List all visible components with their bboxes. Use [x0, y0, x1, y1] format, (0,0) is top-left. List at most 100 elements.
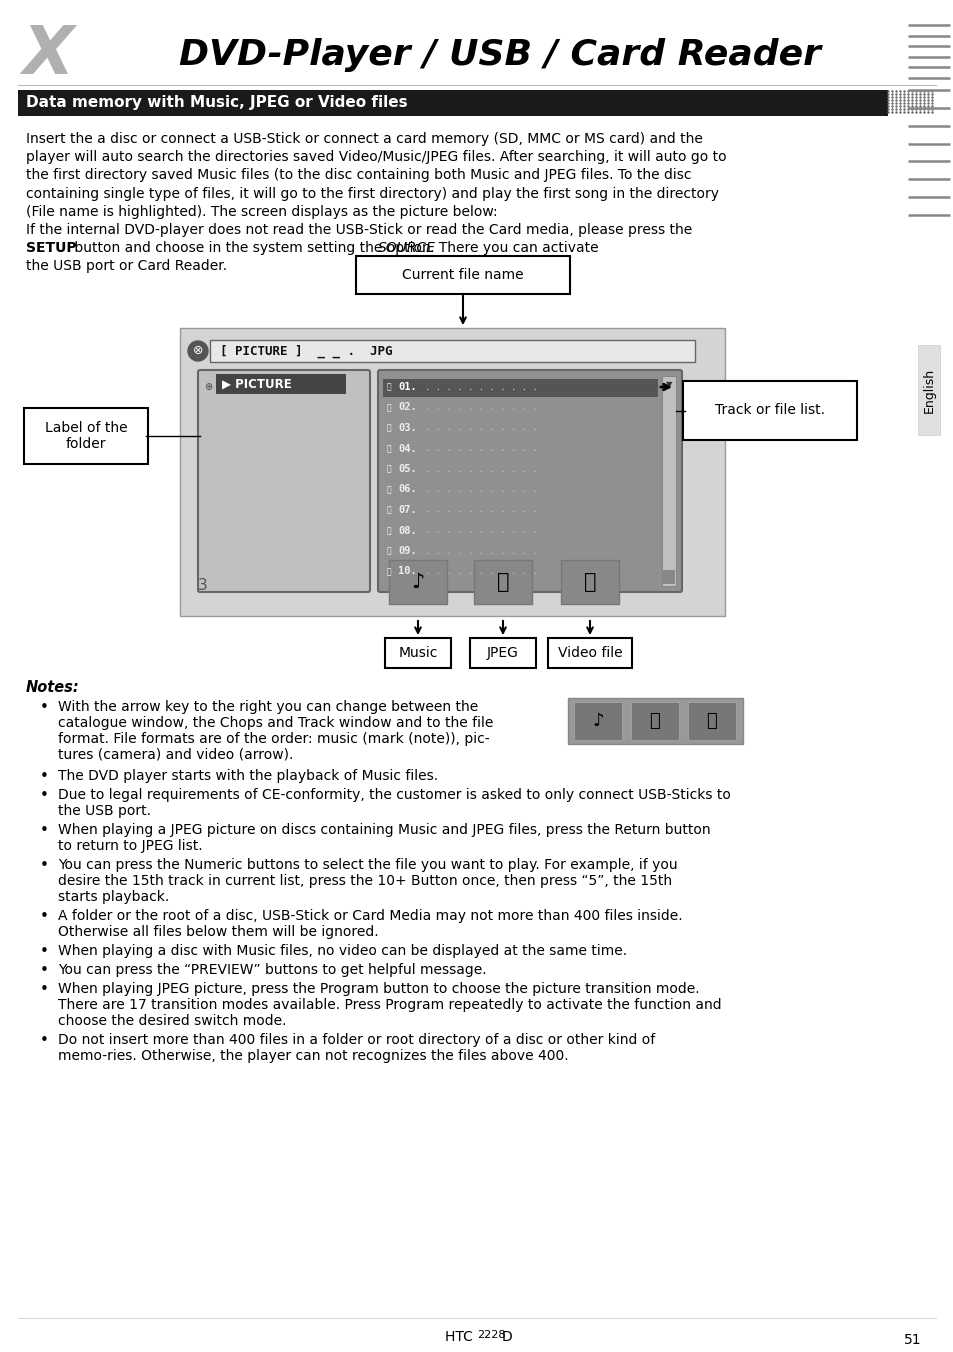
- FancyBboxPatch shape: [574, 702, 621, 740]
- Text: . . . . . . . . . . .: . . . . . . . . . . .: [424, 566, 537, 576]
- Text: When playing a disc with Music files, no video can be displayed at the same time: When playing a disc with Music files, no…: [58, 944, 626, 959]
- FancyBboxPatch shape: [180, 329, 724, 617]
- Text: 🔒: 🔒: [387, 383, 392, 392]
- Text: Music: Music: [398, 646, 437, 660]
- Text: 01.: 01.: [397, 383, 416, 392]
- Text: 51: 51: [903, 1333, 921, 1347]
- Text: SOURCE: SOURCE: [377, 241, 436, 256]
- FancyBboxPatch shape: [210, 339, 695, 362]
- FancyBboxPatch shape: [377, 370, 681, 592]
- Text: English: English: [922, 368, 935, 412]
- Text: •: •: [40, 1033, 49, 1048]
- Text: . . . . . . . . . . .: . . . . . . . . . . .: [424, 485, 537, 493]
- Text: button and choose in the system setting the option: button and choose in the system setting …: [70, 241, 435, 256]
- Text: 🔒: 🔒: [387, 403, 392, 412]
- Text: desire the 15th track in current list, press the 10+ Button once, then press “5”: desire the 15th track in current list, p…: [58, 873, 672, 888]
- Text: choose the desired switch mode.: choose the desired switch mode.: [58, 1014, 286, 1028]
- Text: 08.: 08.: [397, 526, 416, 535]
- Text: The DVD player starts with the playback of Music files.: The DVD player starts with the playback …: [58, 769, 437, 783]
- Circle shape: [188, 341, 208, 361]
- FancyBboxPatch shape: [382, 379, 658, 397]
- Text: 2228: 2228: [476, 1330, 505, 1340]
- FancyBboxPatch shape: [18, 91, 887, 116]
- FancyBboxPatch shape: [215, 375, 346, 393]
- Text: 🔒: 🔒: [387, 566, 392, 576]
- Text: 🔒: 🔒: [387, 465, 392, 473]
- Text: 📷: 📷: [649, 713, 659, 730]
- Text: 🔒: 🔒: [387, 423, 392, 433]
- Text: ⊗: ⊗: [193, 345, 203, 357]
- Text: •: •: [40, 909, 49, 923]
- Text: DVD-Player / USB / Card Reader: DVD-Player / USB / Card Reader: [179, 38, 821, 72]
- Text: ♪: ♪: [592, 713, 603, 730]
- FancyBboxPatch shape: [198, 370, 370, 592]
- Text: memo-ries. Otherwise, the player can not recognizes the files above 400.: memo-ries. Otherwise, the player can not…: [58, 1049, 568, 1063]
- Text: 10.: 10.: [397, 566, 416, 576]
- Text: •: •: [40, 859, 49, 873]
- Text: . . . . . . . . . . .: . . . . . . . . . . .: [424, 465, 537, 473]
- Text: •: •: [40, 823, 49, 838]
- Text: X: X: [22, 22, 73, 88]
- Text: When playing a JPEG picture on discs containing Music and JPEG files, press the : When playing a JPEG picture on discs con…: [58, 823, 710, 837]
- Text: 03.: 03.: [397, 423, 416, 433]
- Text: . . . . . . . . . . .: . . . . . . . . . . .: [424, 443, 537, 453]
- Text: ▶ PICTURE: ▶ PICTURE: [222, 377, 292, 391]
- Text: . There you can activate: . There you can activate: [430, 241, 598, 256]
- Text: You can press the “PREVIEW” buttons to get helpful message.: You can press the “PREVIEW” buttons to g…: [58, 963, 486, 977]
- Text: Due to legal requirements of CE-conformity, the customer is asked to only connec: Due to legal requirements of CE-conformi…: [58, 788, 730, 802]
- Text: 06.: 06.: [397, 484, 416, 495]
- Text: 02.: 02.: [397, 403, 416, 412]
- Text: 09.: 09.: [397, 546, 416, 556]
- Text: •: •: [40, 700, 49, 715]
- Text: If the internal DVD-player does not read the USB-Stick or read the Card media, p: If the internal DVD-player does not read…: [26, 223, 692, 237]
- Text: Notes:: Notes:: [26, 680, 80, 695]
- Text: Otherwise all files below them will be ignored.: Otherwise all files below them will be i…: [58, 925, 378, 940]
- FancyBboxPatch shape: [470, 638, 536, 668]
- Text: •: •: [40, 769, 49, 784]
- Text: 🔒: 🔒: [387, 526, 392, 535]
- Text: Video file: Video file: [558, 646, 621, 660]
- FancyBboxPatch shape: [385, 638, 451, 668]
- Text: 🔒: 🔒: [387, 546, 392, 556]
- Text: player will auto search the directories saved Video/Music/JPEG files. After sear: player will auto search the directories …: [26, 150, 726, 164]
- Text: . . . . . . . . . . .: . . . . . . . . . . .: [424, 403, 537, 412]
- Text: (File name is highlighted). The screen displays as the picture below:: (File name is highlighted). The screen d…: [26, 204, 497, 219]
- Text: the USB port.: the USB port.: [58, 804, 151, 818]
- Text: catalogue window, the Chops and Track window and to the file: catalogue window, the Chops and Track wi…: [58, 717, 493, 730]
- FancyBboxPatch shape: [630, 702, 679, 740]
- FancyBboxPatch shape: [389, 560, 447, 604]
- Text: 🔒: 🔒: [387, 506, 392, 515]
- Text: 🎬: 🎬: [583, 572, 596, 592]
- Text: You can press the Numeric buttons to select the file you want to play. For examp: You can press the Numeric buttons to sel…: [58, 859, 677, 872]
- Text: Do not insert more than 400 files in a folder or root directory of a disc or oth: Do not insert more than 400 files in a f…: [58, 1033, 655, 1046]
- Text: containing single type of files, it will go to the first directory) and play the: containing single type of files, it will…: [26, 187, 719, 200]
- Text: ⊕: ⊕: [204, 383, 212, 392]
- Text: Data memory with Music, JPEG or Video files: Data memory with Music, JPEG or Video fi…: [26, 96, 407, 111]
- Text: 🎬: 🎬: [706, 713, 717, 730]
- Text: [ PICTURE ]  _ _ .  JPG: [ PICTURE ] _ _ . JPG: [220, 345, 392, 358]
- Text: •: •: [40, 982, 49, 996]
- Text: 07.: 07.: [397, 506, 416, 515]
- Text: ▼: ▼: [665, 380, 672, 389]
- FancyBboxPatch shape: [547, 638, 631, 668]
- FancyBboxPatch shape: [662, 571, 675, 584]
- FancyBboxPatch shape: [567, 698, 742, 744]
- FancyBboxPatch shape: [917, 345, 939, 435]
- Text: SETUP: SETUP: [26, 241, 76, 256]
- Text: . . . . . . . . . . .: . . . . . . . . . . .: [424, 383, 537, 392]
- Text: A folder or the root of a disc, USB-Stick or Card Media may not more than 400 fi: A folder or the root of a disc, USB-Stic…: [58, 909, 682, 923]
- Text: Track or file list.: Track or file list.: [714, 403, 824, 418]
- FancyBboxPatch shape: [24, 408, 148, 464]
- Text: the USB port or Card Reader.: the USB port or Card Reader.: [26, 260, 227, 273]
- Text: With the arrow key to the right you can change between the: With the arrow key to the right you can …: [58, 700, 477, 714]
- Text: •: •: [40, 944, 49, 959]
- Text: 3: 3: [198, 579, 208, 594]
- FancyBboxPatch shape: [682, 381, 856, 439]
- Text: . . . . . . . . . . .: . . . . . . . . . . .: [424, 546, 537, 556]
- FancyBboxPatch shape: [560, 560, 618, 604]
- Text: format. File formats are of the order: music (mark (note)), pic-: format. File formats are of the order: m…: [58, 731, 489, 746]
- Text: 🔒: 🔒: [387, 443, 392, 453]
- Text: Current file name: Current file name: [402, 268, 523, 283]
- Text: the first directory saved Music files (to the disc containing both Music and JPE: the first directory saved Music files (t…: [26, 169, 691, 183]
- Text: There are 17 transition modes available. Press Program repeatedly to activate th: There are 17 transition modes available.…: [58, 998, 720, 1013]
